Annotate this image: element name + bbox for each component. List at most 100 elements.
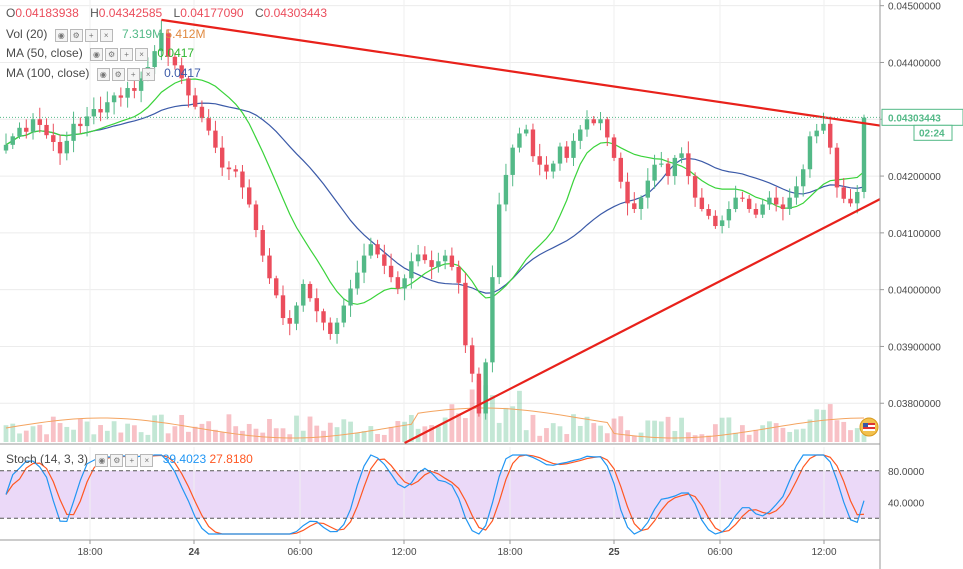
stoch-tick-label: 40.0000	[888, 498, 925, 509]
close-icon[interactable]: ×	[99, 28, 113, 42]
volume-bar	[787, 431, 793, 442]
volume-bar	[712, 424, 718, 442]
settings-icon[interactable]: ⚙	[105, 47, 119, 61]
candle-body	[355, 272, 360, 289]
volume-bar	[206, 421, 212, 442]
candle-body	[625, 181, 630, 204]
volume-bar	[44, 434, 49, 442]
candle-body	[321, 311, 326, 323]
candle	[78, 117, 83, 134]
candle-body	[179, 65, 184, 79]
time-tick-label: 12:00	[811, 547, 836, 558]
volume-bar	[280, 428, 286, 442]
flag-icon-canton	[863, 423, 868, 427]
candle-body	[848, 198, 853, 204]
candle-body	[510, 147, 515, 175]
candle	[855, 185, 860, 214]
candle	[773, 187, 779, 212]
candle-body	[165, 32, 171, 57]
candle-body	[24, 127, 29, 132]
candle	[848, 189, 853, 207]
candle	[841, 178, 846, 204]
candle-body	[51, 135, 56, 142]
candle	[226, 161, 232, 181]
candle-body	[578, 129, 583, 141]
candle	[753, 203, 759, 219]
ma50-legend[interactable]: MA (50, close) ◉ ⚙ + × 0.0417	[6, 46, 194, 61]
close-icon[interactable]: ×	[140, 453, 154, 467]
candle-body	[98, 109, 103, 113]
candle-body	[733, 197, 738, 210]
eye-icon[interactable]: ◉	[90, 47, 104, 61]
add-icon[interactable]: +	[126, 67, 140, 81]
legend-icons[interactable]: ◉ ⚙ + ×	[96, 67, 157, 81]
candle-body	[794, 186, 799, 198]
close-icon[interactable]: ×	[141, 67, 155, 81]
candle	[253, 200, 259, 238]
candle-body	[280, 295, 286, 319]
candle-body	[328, 322, 333, 334]
legend-icons[interactable]: ◉ ⚙ + ×	[54, 28, 115, 42]
add-icon[interactable]: +	[125, 453, 139, 467]
eye-icon[interactable]: ◉	[96, 67, 110, 81]
time-tick-label: 18:00	[497, 547, 522, 558]
candle	[24, 119, 29, 139]
volume-bar	[449, 404, 455, 442]
legend-icons[interactable]: ◉ ⚙ + ×	[90, 47, 150, 61]
trendline-lower	[404, 198, 881, 444]
candle-body	[645, 180, 651, 198]
stoch-d-value: 27.8180	[209, 452, 253, 466]
eye-icon[interactable]: ◉	[54, 28, 68, 42]
candle	[64, 131, 70, 161]
candle	[206, 109, 211, 136]
candle	[375, 239, 380, 259]
candle-body	[551, 163, 556, 172]
legend-icons[interactable]: ◉ ⚙ + ×	[95, 453, 155, 467]
volume-bar	[490, 395, 495, 442]
volume-bar	[611, 418, 617, 442]
volume-bar	[64, 426, 70, 442]
ma100-legend[interactable]: MA (100, close) ◉ ⚙ + × 0.0417	[6, 66, 201, 81]
candle	[828, 116, 833, 155]
candle-body	[361, 255, 367, 273]
high-value: 0.04342585	[98, 6, 163, 20]
open-value: 0.04183938	[15, 6, 79, 20]
candle-body	[84, 116, 90, 127]
candle-body	[841, 187, 846, 199]
volume-bar	[199, 423, 205, 442]
volume-bar	[463, 418, 468, 442]
volume-bar	[618, 416, 624, 442]
volume-bar	[794, 429, 799, 442]
candle-body	[517, 133, 522, 148]
volume-bar	[442, 417, 448, 442]
candle-body	[382, 254, 387, 266]
volume-bar	[861, 434, 867, 442]
settings-icon[interactable]: ⚙	[111, 67, 125, 81]
settings-icon[interactable]: ⚙	[69, 28, 83, 42]
candle-body	[571, 140, 576, 158]
add-icon[interactable]: +	[84, 28, 98, 42]
candle	[436, 252, 441, 273]
settings-icon[interactable]: ⚙	[110, 453, 124, 467]
candle	[787, 188, 792, 215]
volume-ma-line	[5, 407, 865, 439]
price-tick-label: 0.03900000	[888, 342, 941, 353]
volume-bar	[111, 421, 117, 442]
candle	[686, 141, 691, 185]
candle	[733, 185, 738, 213]
volume-bar	[685, 432, 691, 442]
add-icon[interactable]: +	[120, 47, 134, 61]
candle-body	[260, 230, 265, 256]
stoch-legend[interactable]: Stoch (14, 3, 3) ◉ ⚙ + × 39.4023 27.8180	[6, 452, 253, 467]
volume-value: 7.319M	[122, 27, 163, 41]
price-tick-label: 0.03800000	[888, 399, 941, 410]
volume-bar	[679, 417, 684, 442]
volume-bar	[638, 432, 644, 442]
eye-icon[interactable]: ◉	[95, 453, 109, 467]
candle-body	[618, 157, 623, 182]
candle	[794, 176, 799, 205]
volume-legend[interactable]: Vol (20) ◉ ⚙ + × 7.319M 5.412M	[6, 27, 205, 42]
volume-bar	[503, 407, 509, 442]
close-icon[interactable]: ×	[135, 47, 149, 61]
